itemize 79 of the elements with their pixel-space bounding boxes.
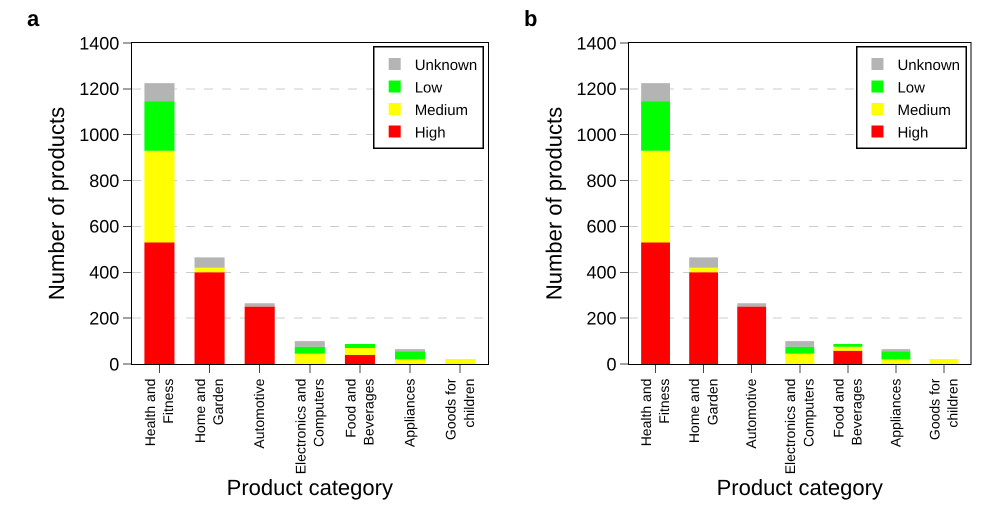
legend-label: Low (897, 79, 926, 96)
bar (194, 257, 225, 268)
bar (294, 354, 325, 364)
x-axis-title: Product category (226, 475, 393, 500)
x-tick-label: Goods for children (442, 378, 477, 440)
bar (144, 83, 174, 102)
bar (737, 306, 766, 364)
bar (144, 242, 174, 364)
x-tick-label: Health and Fitness (142, 378, 176, 446)
bar (641, 242, 670, 364)
x-tick-label: Goods for children (926, 378, 961, 440)
legend-label: High (897, 124, 928, 142)
x-tick-label: Automotive (251, 378, 268, 449)
bar (244, 306, 275, 364)
bar (395, 359, 426, 364)
bar (689, 268, 718, 272)
y-tick-label: 200 (89, 308, 120, 328)
bar (785, 346, 814, 354)
bar (445, 358, 476, 364)
bar (244, 303, 275, 307)
bar (144, 101, 174, 151)
y-tick-label: 0 (109, 354, 120, 374)
x-tick-label: Appliances (402, 378, 418, 448)
bar (641, 150, 670, 242)
y-tick-label: 800 (586, 170, 617, 191)
bar (194, 268, 225, 272)
y-tick-label: 600 (586, 216, 617, 237)
bar (641, 83, 670, 102)
bar (294, 341, 325, 347)
bar (785, 354, 814, 364)
bar (344, 348, 375, 355)
y-tick-label: 400 (586, 262, 617, 283)
bar (395, 351, 426, 360)
x-axis-title: Product category (716, 475, 883, 500)
y-axis-title: Number of products (44, 106, 70, 300)
bar (194, 272, 225, 364)
legend-label: Unknown (414, 56, 478, 74)
bar (833, 350, 862, 364)
y-tick-label: 1200 (576, 79, 617, 100)
y-tick-label: 400 (89, 262, 120, 283)
legend-label: Low (414, 79, 442, 96)
bar (344, 354, 375, 364)
y-tick-label: 600 (89, 216, 120, 237)
y-tick-label: 200 (586, 308, 617, 328)
y-axis-title: Number of products (541, 106, 566, 300)
x-tick-label: Home and Garden (192, 378, 226, 444)
x-tick-label: Electronics and Computers (782, 378, 816, 474)
legend-label: Unknown (897, 56, 960, 74)
bar (641, 101, 670, 151)
x-tick-label: Health and Fitness (638, 378, 672, 446)
x-tick-label: Appliances (887, 378, 904, 448)
bar (881, 351, 910, 360)
x-tick-label: Electronics and Computers (292, 378, 326, 474)
bar (689, 272, 718, 364)
y-tick-label: 1200 (79, 79, 120, 100)
y-tick-label: 0 (606, 354, 617, 374)
chart-title: a (27, 6, 40, 31)
chart-title: b (524, 6, 538, 31)
y-tick-label: 1000 (576, 125, 617, 146)
x-tick-label: Food and Beverages (342, 378, 377, 446)
legend-label: High (414, 124, 446, 142)
x-tick-label: Automotive (743, 378, 760, 449)
bar (689, 257, 718, 268)
legend-label: Medium (897, 102, 951, 119)
bar (881, 359, 910, 364)
y-tick-label: 1000 (79, 125, 120, 146)
bar (737, 303, 766, 307)
bar (785, 341, 814, 347)
y-tick-label: 800 (89, 170, 120, 191)
legend-label: Medium (414, 102, 468, 119)
bar (833, 344, 862, 347)
y-tick-label: 1400 (576, 33, 617, 54)
bar (344, 344, 375, 348)
bar (930, 358, 958, 364)
x-tick-label: Food and Beverages (830, 378, 864, 446)
bar (294, 346, 325, 354)
bar (144, 150, 174, 242)
x-tick-label: Home and Garden (686, 378, 720, 444)
y-tick-label: 1400 (79, 33, 120, 54)
